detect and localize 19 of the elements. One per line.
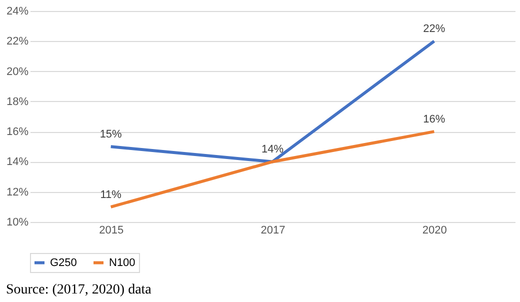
data-label: 22% xyxy=(423,23,446,36)
legend-label: N100 xyxy=(109,256,136,269)
y-tick-label: 22% xyxy=(6,36,29,48)
y-tick-label: 12% xyxy=(6,186,29,198)
data-label: 11% xyxy=(100,188,122,201)
x-tick-label: 2015 xyxy=(99,224,124,236)
data-label: 14% xyxy=(261,144,284,156)
y-tick-label: 20% xyxy=(6,66,29,78)
y-tick-label: 18% xyxy=(6,96,29,108)
y-tick-label: 14% xyxy=(6,156,29,168)
y-tick-label: 16% xyxy=(6,126,29,138)
y-tick-label: 24% xyxy=(6,6,29,18)
y-tick-label: 10% xyxy=(6,216,29,228)
x-tick-label: 2020 xyxy=(422,224,447,236)
data-label: 15% xyxy=(100,128,122,141)
source-note: Source: (2017, 2020) data xyxy=(6,282,152,298)
data-label: 16% xyxy=(423,114,446,126)
legend-label: G250 xyxy=(50,256,77,269)
x-tick-label: 2017 xyxy=(260,224,286,236)
